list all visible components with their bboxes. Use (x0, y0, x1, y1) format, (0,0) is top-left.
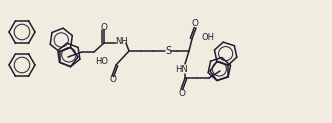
Text: NH: NH (115, 38, 127, 46)
Text: O: O (101, 23, 108, 31)
Text: HO: HO (95, 56, 108, 66)
Text: O: O (110, 76, 117, 85)
Text: S: S (165, 46, 171, 56)
Text: O: O (179, 89, 186, 98)
Text: OH: OH (202, 33, 215, 43)
Text: O: O (192, 20, 199, 29)
Text: HN: HN (176, 64, 188, 74)
